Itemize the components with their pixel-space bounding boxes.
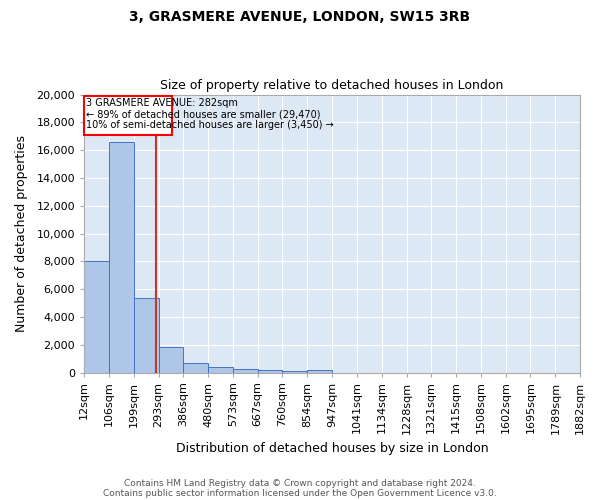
Bar (283, 371, 307, 372)
Bar (208, 367, 233, 372)
Bar (258, 370, 283, 372)
FancyBboxPatch shape (84, 96, 172, 135)
Text: 3, GRASMERE AVENUE, LONDON, SW15 3RB: 3, GRASMERE AVENUE, LONDON, SW15 3RB (130, 10, 470, 24)
Bar (134, 298, 158, 372)
Text: ← 89% of detached houses are smaller (29,470): ← 89% of detached houses are smaller (29… (86, 110, 320, 120)
Text: Contains public sector information licensed under the Open Government Licence v3: Contains public sector information licen… (103, 488, 497, 498)
Text: 3 GRASMERE AVENUE: 282sqm: 3 GRASMERE AVENUE: 282sqm (86, 98, 238, 108)
X-axis label: Distribution of detached houses by size in London: Distribution of detached houses by size … (176, 442, 488, 455)
Text: Contains HM Land Registry data © Crown copyright and database right 2024.: Contains HM Land Registry data © Crown c… (124, 478, 476, 488)
Bar (183, 363, 208, 372)
Bar (233, 370, 258, 372)
Bar (109, 142, 134, 372)
Bar (158, 347, 183, 372)
Bar (307, 370, 332, 372)
Title: Size of property relative to detached houses in London: Size of property relative to detached ho… (160, 79, 503, 92)
Text: 10% of semi-detached houses are larger (3,450) →: 10% of semi-detached houses are larger (… (86, 120, 334, 130)
Y-axis label: Number of detached properties: Number of detached properties (15, 135, 28, 332)
Bar (84, 260, 109, 372)
